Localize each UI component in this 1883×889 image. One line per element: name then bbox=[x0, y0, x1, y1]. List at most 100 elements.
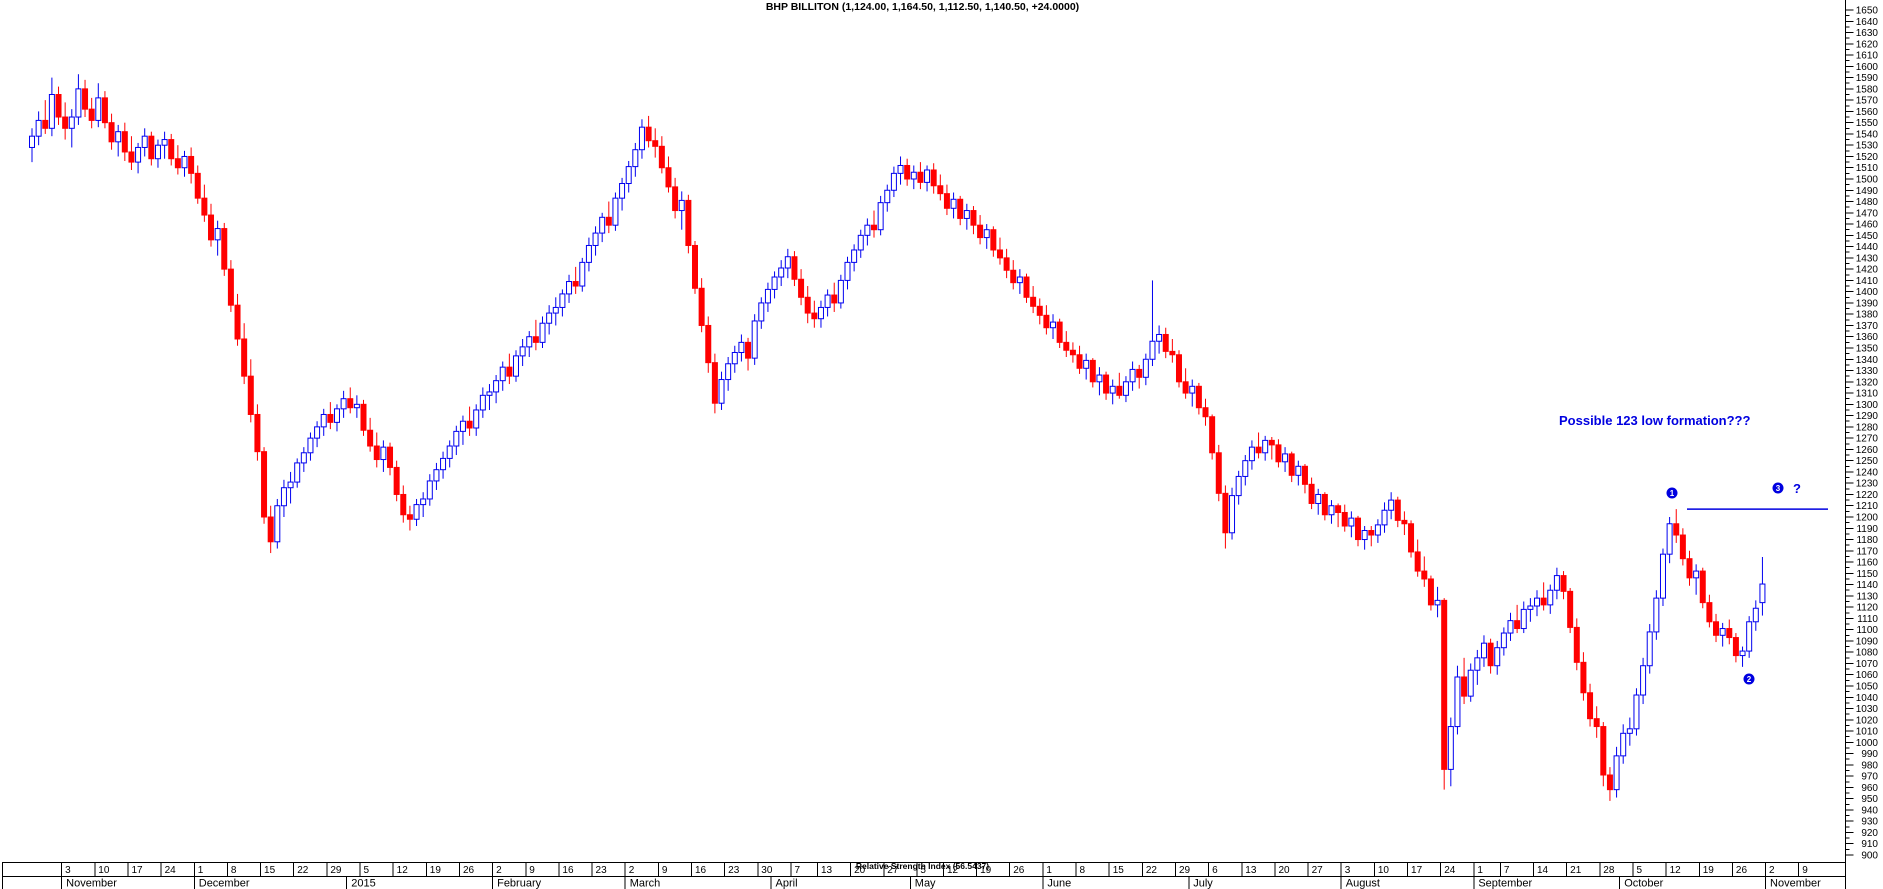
svg-text:23: 23 bbox=[596, 865, 608, 876]
svg-text:1330: 1330 bbox=[1856, 366, 1879, 377]
svg-text:1020: 1020 bbox=[1856, 715, 1879, 726]
svg-text:12: 12 bbox=[1670, 865, 1682, 876]
svg-text:19: 19 bbox=[1703, 865, 1715, 876]
svg-text:15: 15 bbox=[264, 865, 276, 876]
svg-text:1650: 1650 bbox=[1856, 6, 1879, 17]
svg-text:1170: 1170 bbox=[1856, 546, 1878, 557]
svg-text:1: 1 bbox=[1046, 865, 1052, 876]
svg-text:1300: 1300 bbox=[1856, 400, 1879, 411]
svg-text:1470: 1470 bbox=[1856, 208, 1879, 219]
svg-text:?: ? bbox=[1793, 481, 1801, 496]
svg-text:30: 30 bbox=[761, 865, 773, 876]
svg-text:3: 3 bbox=[1345, 865, 1351, 876]
svg-text:1140: 1140 bbox=[1856, 580, 1878, 591]
svg-text:1080: 1080 bbox=[1856, 648, 1879, 659]
svg-text:12: 12 bbox=[947, 865, 959, 876]
svg-text:24: 24 bbox=[165, 865, 177, 876]
svg-text:1040: 1040 bbox=[1856, 693, 1879, 704]
svg-text:1410: 1410 bbox=[1856, 276, 1879, 287]
svg-text:980: 980 bbox=[1861, 760, 1878, 771]
svg-text:1620: 1620 bbox=[1856, 39, 1879, 50]
svg-text:920: 920 bbox=[1861, 828, 1878, 839]
svg-text:1600: 1600 bbox=[1856, 62, 1879, 73]
svg-text:1250: 1250 bbox=[1856, 456, 1879, 467]
marker-2: 2 bbox=[1743, 673, 1755, 685]
svg-text:15: 15 bbox=[1113, 865, 1125, 876]
svg-text:1: 1 bbox=[198, 865, 204, 876]
svg-text:1260: 1260 bbox=[1856, 445, 1879, 456]
svg-text:1570: 1570 bbox=[1856, 96, 1879, 107]
svg-text:26: 26 bbox=[1736, 865, 1748, 876]
svg-text:1000: 1000 bbox=[1856, 738, 1879, 749]
svg-text:20: 20 bbox=[854, 865, 866, 876]
svg-text:1230: 1230 bbox=[1856, 479, 1879, 490]
svg-text:10: 10 bbox=[98, 865, 110, 876]
svg-text:1190: 1190 bbox=[1856, 524, 1878, 535]
svg-text:1210: 1210 bbox=[1856, 501, 1879, 512]
date-axis: 3 10 17 24 1 8 15 22 29 5 12 19 26 2 9 16 23 2 9 16 23 30 7 13 2… bbox=[2, 862, 1845, 889]
svg-text:23: 23 bbox=[728, 865, 740, 876]
svg-text:1400: 1400 bbox=[1856, 287, 1879, 298]
svg-text:1150: 1150 bbox=[1856, 569, 1878, 580]
svg-text:1520: 1520 bbox=[1856, 152, 1879, 163]
svg-text:1290: 1290 bbox=[1856, 411, 1879, 422]
svg-text:1270: 1270 bbox=[1856, 434, 1879, 445]
svg-text:1320: 1320 bbox=[1856, 377, 1879, 388]
svg-text:1160: 1160 bbox=[1856, 558, 1878, 569]
svg-text:14: 14 bbox=[1537, 865, 1549, 876]
svg-text:1480: 1480 bbox=[1856, 197, 1879, 208]
svg-text:1560: 1560 bbox=[1856, 107, 1879, 118]
svg-text:27: 27 bbox=[887, 865, 899, 876]
svg-text:December: December bbox=[199, 878, 250, 889]
svg-text:1450: 1450 bbox=[1856, 231, 1879, 242]
svg-text:930: 930 bbox=[1861, 817, 1878, 828]
svg-text:1530: 1530 bbox=[1856, 141, 1879, 152]
svg-text:5: 5 bbox=[364, 865, 370, 876]
svg-text:1050: 1050 bbox=[1856, 682, 1879, 693]
svg-text:13: 13 bbox=[821, 865, 833, 876]
svg-text:1370: 1370 bbox=[1856, 321, 1879, 332]
svg-text:28: 28 bbox=[1603, 865, 1615, 876]
svg-text:1610: 1610 bbox=[1856, 51, 1879, 62]
svg-text:1010: 1010 bbox=[1856, 727, 1879, 738]
svg-text:1070: 1070 bbox=[1856, 659, 1879, 670]
svg-text:19: 19 bbox=[430, 865, 442, 876]
svg-text:1240: 1240 bbox=[1856, 467, 1879, 478]
svg-text:26: 26 bbox=[463, 865, 475, 876]
chart-title: BHP BILLITON (1,124.00, 1,164.50, 1,112.… bbox=[765, 1, 1080, 13]
svg-text:8: 8 bbox=[1080, 865, 1086, 876]
price-axis: 9009109209309409509609709809901000101010… bbox=[1845, 0, 1879, 889]
svg-text:1200: 1200 bbox=[1856, 513, 1879, 524]
svg-text:17: 17 bbox=[131, 865, 143, 876]
svg-text:2: 2 bbox=[496, 865, 502, 876]
svg-text:1030: 1030 bbox=[1856, 704, 1879, 715]
svg-text:March: March bbox=[630, 878, 661, 889]
svg-text:1490: 1490 bbox=[1856, 186, 1879, 197]
svg-text:1060: 1060 bbox=[1856, 670, 1879, 681]
indicator-pane-label: Relative Strength Index (56.5437) bbox=[855, 861, 990, 871]
svg-text:2: 2 bbox=[1769, 865, 1775, 876]
svg-text:1420: 1420 bbox=[1856, 265, 1879, 276]
svg-text:July: July bbox=[1193, 878, 1213, 889]
svg-text:22: 22 bbox=[297, 865, 309, 876]
svg-text:7: 7 bbox=[1504, 865, 1510, 876]
svg-text:8: 8 bbox=[231, 865, 237, 876]
svg-text:February: February bbox=[497, 878, 542, 889]
svg-text:1460: 1460 bbox=[1856, 220, 1879, 231]
svg-text:16: 16 bbox=[695, 865, 707, 876]
svg-text:3: 3 bbox=[1776, 484, 1781, 493]
svg-text:5: 5 bbox=[920, 865, 926, 876]
svg-text:12: 12 bbox=[397, 865, 409, 876]
marker-3: 3 bbox=[1772, 482, 1784, 494]
svg-text:6: 6 bbox=[1212, 865, 1218, 876]
svg-text:21: 21 bbox=[1570, 865, 1582, 876]
svg-text:1540: 1540 bbox=[1856, 129, 1879, 140]
svg-text:900: 900 bbox=[1861, 851, 1878, 862]
svg-text:10: 10 bbox=[1378, 865, 1390, 876]
svg-text:1: 1 bbox=[1670, 489, 1675, 498]
svg-text:9: 9 bbox=[529, 865, 535, 876]
svg-text:1500: 1500 bbox=[1856, 175, 1879, 186]
svg-text:1100: 1100 bbox=[1856, 625, 1878, 636]
svg-text:1180: 1180 bbox=[1856, 535, 1878, 546]
